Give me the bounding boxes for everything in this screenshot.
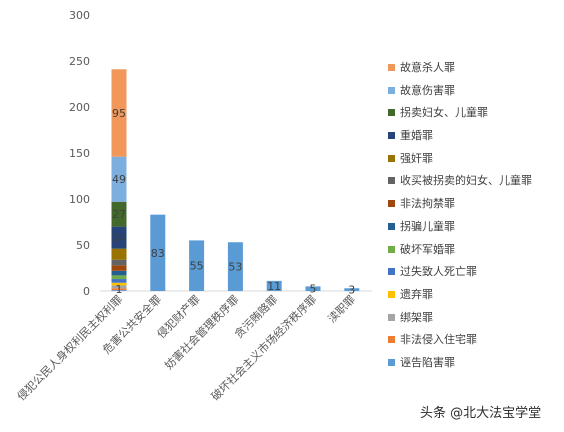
- legend-swatch: [388, 313, 395, 321]
- y-tick-label: 300: [69, 9, 90, 22]
- legend-swatch: [388, 245, 395, 253]
- legend-item: 故意伤害罪: [388, 79, 560, 102]
- legend-item: 收买被拐卖的妇女、儿童罪: [388, 169, 560, 192]
- legend-swatch: [388, 177, 395, 185]
- legend-swatch: [388, 200, 395, 208]
- legend-item: 拐卖妇女、儿童罪: [388, 101, 560, 124]
- category-label: 渎职罪: [325, 292, 358, 325]
- legend-item: 遗弃罪: [388, 283, 560, 306]
- x-axis-labels: 侵犯公民人身权利民主权利罪危害公共安全罪侵犯财产罪妨害社会管理秩序罪贪污贿赂罪破…: [14, 292, 358, 403]
- legend-item: 强奸罪: [388, 147, 560, 170]
- legend-label: 收买被拐卖的妇女、儿童罪: [400, 174, 532, 188]
- legend: 故意杀人罪故意伤害罪拐卖妇女、儿童罪 重婚罪强奸罪收买被拐卖的妇女、儿童罪 非法拘禁…: [388, 56, 560, 374]
- stack-segment: [111, 285, 127, 289]
- legend-label: 遗弃罪: [400, 287, 433, 301]
- stack-segment: [111, 69, 127, 157]
- bar-data-label: 11: [267, 280, 281, 293]
- stack-segment: [111, 248, 127, 260]
- legend-label: 非法侵入住宅罪: [400, 333, 477, 347]
- legend-item: 拐骗儿童罪: [388, 215, 560, 238]
- y-tick-label: 150: [69, 147, 90, 160]
- stack-segment: [111, 275, 127, 280]
- legend-item: 故意杀人罪: [388, 56, 560, 79]
- bar: [344, 288, 360, 291]
- legend-item: 诬告陷害罪: [388, 351, 560, 374]
- y-axis: 0 50 100 150 200 250 300: [69, 9, 372, 298]
- legend-label: 故意杀人罪: [400, 61, 455, 74]
- stack-segment: [111, 226, 127, 249]
- category-label: 妨害社会管理秩序罪: [162, 292, 242, 372]
- legend-swatch: [388, 336, 395, 344]
- legend-item: 绑架罪: [388, 306, 560, 329]
- stack-data-label: 27: [112, 208, 126, 221]
- stack-segment: [111, 270, 127, 276]
- bar: [305, 286, 321, 291]
- legend-item: 过失致人死亡罪: [388, 260, 560, 283]
- legend-label: 故意伤害罪: [400, 83, 455, 97]
- legend-label: 过失致人死亡罪: [400, 265, 477, 279]
- stack-segment: [111, 265, 127, 271]
- y-tick-label: 200: [69, 101, 90, 114]
- legend-label: 强奸罪: [400, 151, 433, 165]
- legend-swatch: [388, 64, 395, 71]
- legend-label: 非法拘禁罪: [400, 197, 455, 211]
- bar: [189, 240, 205, 291]
- stack-segment: [111, 156, 127, 202]
- legend-label: 重婚罪: [400, 129, 433, 143]
- bars: [111, 69, 360, 291]
- watermark: 头条 @北大法宝学堂: [420, 406, 542, 421]
- legend-label: 拐卖妇女、儿童罪: [400, 106, 488, 120]
- stack-segment: [111, 282, 127, 286]
- legend-label: 绑架罪: [400, 310, 433, 324]
- bar-data-label: 3: [348, 284, 355, 297]
- stack-segment: [111, 288, 127, 291]
- legend-swatch: [388, 132, 395, 140]
- y-tick-label: 250: [69, 55, 90, 68]
- stack-segment: [111, 279, 127, 283]
- y-tick-label: 0: [83, 285, 90, 298]
- legend-label: 破坏军婚罪: [400, 242, 455, 256]
- legend-item: 重婚罪: [388, 124, 560, 147]
- stack-data-label: 95: [112, 107, 126, 120]
- bar: [150, 214, 166, 291]
- bar: [227, 242, 243, 291]
- legend-label: 拐骗儿童罪: [400, 219, 455, 233]
- stack-data-label: 24: [112, 232, 126, 245]
- bar-data-label: 53: [228, 261, 242, 274]
- legend-swatch: [388, 109, 395, 117]
- legend-swatch: [388, 358, 395, 366]
- bar: [266, 280, 282, 291]
- bar-data-label: 55: [190, 260, 204, 273]
- legend-swatch: [388, 154, 395, 162]
- legend-swatch: [388, 290, 395, 298]
- stack-segment: [111, 201, 127, 227]
- y-tick-label: 100: [69, 193, 90, 206]
- bar-data-label: 83: [151, 247, 165, 260]
- legend-swatch: [388, 268, 395, 276]
- y-tick-label: 50: [76, 239, 90, 252]
- stack-data-label: 49: [112, 173, 126, 186]
- legend-swatch: [388, 86, 395, 94]
- legend-label: 诬告陷害罪: [400, 355, 455, 369]
- stack-data-label: 1: [116, 283, 123, 296]
- stack-segment: [111, 290, 127, 291]
- legend-item: 破坏军婚罪: [388, 238, 560, 261]
- legend-item: 非法拘禁罪: [388, 192, 560, 215]
- stack-segment: [111, 259, 127, 266]
- legend-item: 非法侵入住宅罪: [388, 328, 560, 351]
- bar-data-label: 5: [310, 283, 317, 296]
- legend-swatch: [388, 222, 395, 230]
